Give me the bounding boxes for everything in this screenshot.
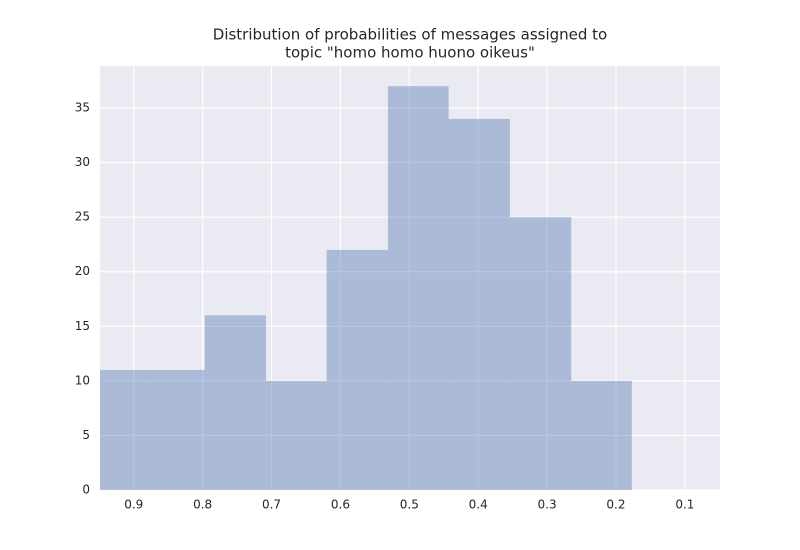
y-tick-label: 35 [75, 101, 90, 115]
y-tick-label: 30 [75, 155, 90, 169]
bar [571, 380, 632, 490]
x-tick-label: 0.4 [469, 498, 488, 512]
y-tick-label: 15 [75, 319, 90, 333]
x-tick-label: 0.7 [262, 498, 281, 512]
x-tick-label: 0.5 [400, 498, 419, 512]
plot-background [100, 66, 720, 490]
bar [509, 217, 572, 490]
y-tick-label: 0 [82, 483, 90, 497]
bar [326, 249, 388, 490]
x-tick-label: 0.3 [538, 498, 557, 512]
y-tick-label: 20 [75, 264, 90, 278]
x-tick-label: 0.1 [675, 498, 694, 512]
x-tick-label: 0.6 [331, 498, 350, 512]
y-tick-label: 25 [75, 210, 90, 224]
chart-title: topic "homo homo huono oikeus" [285, 44, 535, 62]
x-tick-label: 0.9 [124, 498, 143, 512]
chart-title: Distribution of probabilities of message… [213, 26, 607, 44]
y-tick-label: 5 [82, 428, 90, 442]
x-tick-label: 0.2 [606, 498, 625, 512]
bar [100, 369, 145, 490]
bar [448, 118, 510, 490]
y-tick-label: 10 [75, 373, 90, 387]
x-tick-label: 0.8 [193, 498, 212, 512]
bar [144, 369, 205, 490]
bar [266, 380, 327, 490]
bar [204, 315, 267, 490]
bar [387, 86, 449, 490]
